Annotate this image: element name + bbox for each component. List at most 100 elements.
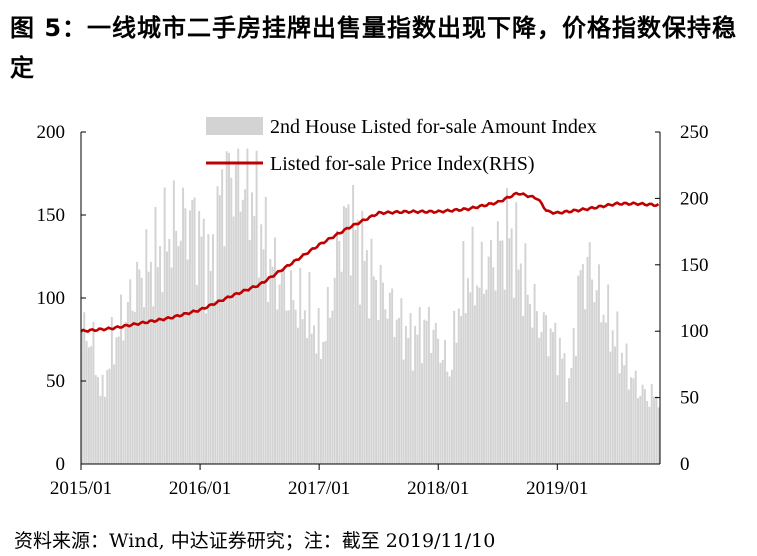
legend-swatch-amount bbox=[206, 117, 263, 135]
bar bbox=[579, 270, 582, 464]
bar bbox=[363, 260, 366, 464]
bar bbox=[483, 293, 486, 464]
bar bbox=[485, 289, 488, 464]
bar bbox=[506, 188, 509, 464]
bar bbox=[230, 177, 233, 464]
bar bbox=[97, 377, 100, 464]
bar bbox=[558, 337, 561, 464]
bar bbox=[306, 338, 309, 464]
bar bbox=[480, 241, 483, 464]
bar bbox=[161, 292, 164, 464]
bar bbox=[648, 406, 651, 464]
bar bbox=[450, 369, 453, 464]
bar bbox=[352, 184, 355, 464]
bar bbox=[154, 206, 157, 464]
bar bbox=[90, 346, 93, 464]
bar bbox=[414, 325, 417, 464]
bar bbox=[432, 329, 435, 464]
bar bbox=[600, 322, 603, 464]
bar bbox=[441, 359, 444, 464]
bar bbox=[99, 395, 102, 464]
bar bbox=[623, 365, 626, 464]
bar bbox=[554, 322, 557, 464]
bar bbox=[253, 216, 256, 464]
bar bbox=[211, 234, 214, 464]
bar bbox=[248, 239, 251, 464]
bar bbox=[246, 148, 249, 464]
bar bbox=[278, 284, 281, 464]
bar bbox=[260, 224, 263, 464]
bar bbox=[145, 229, 148, 464]
bar bbox=[643, 389, 646, 464]
bar bbox=[549, 328, 552, 464]
bar bbox=[494, 290, 497, 464]
bar bbox=[120, 294, 123, 464]
bar bbox=[255, 150, 258, 464]
bar bbox=[379, 264, 382, 464]
bar bbox=[625, 343, 628, 464]
bar bbox=[650, 383, 653, 464]
bar bbox=[591, 279, 594, 464]
bar bbox=[368, 318, 371, 464]
bar bbox=[274, 237, 276, 464]
left-y-tick-label: 50 bbox=[46, 371, 65, 392]
bar bbox=[620, 352, 623, 464]
bar bbox=[319, 358, 322, 464]
bar bbox=[535, 311, 538, 464]
bar-series bbox=[81, 148, 660, 465]
bar bbox=[200, 236, 203, 464]
bar bbox=[639, 395, 642, 464]
bar bbox=[531, 327, 534, 464]
bar bbox=[391, 288, 394, 464]
bar bbox=[340, 271, 343, 464]
bar bbox=[446, 371, 449, 464]
bar bbox=[404, 326, 407, 464]
bar bbox=[556, 375, 559, 464]
bar bbox=[515, 202, 518, 464]
bar bbox=[584, 309, 587, 464]
bar bbox=[285, 310, 288, 464]
bar bbox=[430, 352, 433, 464]
bar bbox=[198, 211, 201, 464]
bar bbox=[106, 370, 109, 464]
bar bbox=[225, 151, 228, 465]
bar bbox=[191, 200, 194, 464]
bar bbox=[529, 303, 531, 464]
x-tick-label: 2018/01 bbox=[407, 478, 469, 499]
bar bbox=[655, 396, 658, 464]
bar bbox=[646, 400, 649, 464]
bar bbox=[228, 153, 230, 464]
left-y-tick-label: 200 bbox=[37, 122, 66, 143]
bar bbox=[597, 264, 600, 464]
bar bbox=[179, 240, 182, 464]
bar bbox=[381, 282, 384, 464]
bar bbox=[393, 337, 396, 464]
right-y-tick-label: 100 bbox=[680, 321, 709, 342]
bar bbox=[115, 337, 118, 464]
bar bbox=[471, 226, 474, 464]
bar bbox=[372, 276, 375, 464]
bar bbox=[347, 204, 350, 464]
bar bbox=[561, 358, 564, 464]
bar bbox=[439, 362, 442, 464]
bar bbox=[241, 199, 244, 464]
line-series bbox=[80, 191, 660, 333]
bar bbox=[315, 353, 318, 464]
bar bbox=[81, 331, 83, 464]
bar bbox=[437, 338, 440, 464]
bar bbox=[290, 270, 293, 464]
bar bbox=[92, 321, 95, 464]
bar bbox=[641, 384, 644, 464]
bar bbox=[85, 341, 88, 464]
bar bbox=[87, 347, 90, 464]
bar bbox=[147, 271, 150, 464]
bar bbox=[124, 321, 127, 464]
bar bbox=[519, 263, 522, 464]
bar bbox=[140, 277, 143, 464]
bar bbox=[637, 398, 639, 464]
bar bbox=[122, 340, 125, 464]
bar bbox=[510, 228, 513, 464]
bar bbox=[384, 309, 387, 464]
bar bbox=[338, 240, 341, 464]
bar bbox=[113, 364, 116, 464]
